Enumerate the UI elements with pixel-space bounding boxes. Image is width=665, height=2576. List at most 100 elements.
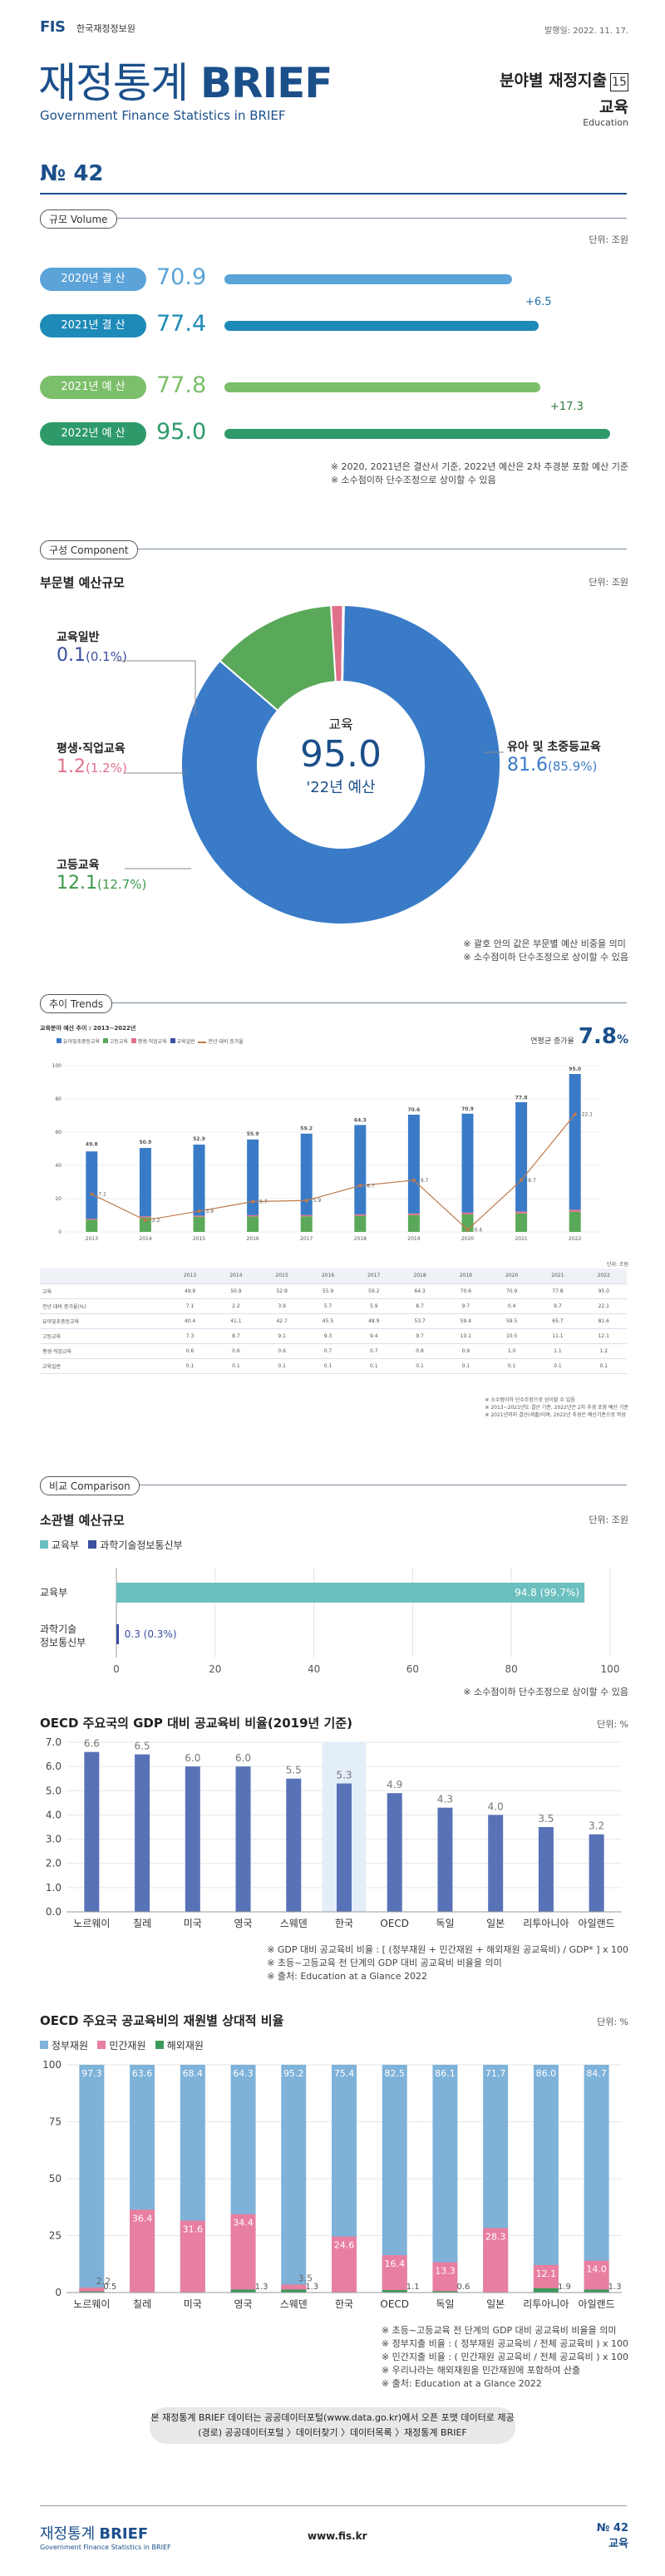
trends-bar-segment [139,1216,151,1218]
table-cell: 0.1 [397,1358,443,1374]
trends-bar-segment [247,1139,259,1215]
trends-growth-label: 9.7 [421,1178,429,1184]
gdp-bar [337,1783,352,1912]
trends-xtick: 2020 [461,1236,474,1242]
src-bar-abroad [382,2289,407,2293]
gdp-bar [286,1778,302,1912]
src-ytick: 75 [49,2116,62,2128]
table-cell: 0.9 [442,1343,489,1359]
src-bar-gov [382,2065,407,2293]
volume-unit: 단위: 조원 [589,234,628,245]
trends-ytick: 0 [58,1229,62,1235]
donut-leaders [116,660,504,869]
gdp-bar [538,1827,554,1912]
trends-bar-segment [300,1216,313,1232]
trends-legend: 유아및초중등교육 고등교육 평생·직업교육 교육일반 전년 대비 증가율 [57,1037,244,1045]
table-cell: 11.1 [534,1328,581,1344]
dept-bar-label: 0.3 (0.3%) [125,1628,177,1640]
dept-note: ※ 소수점이하 단수조정으로 상이할 수 있음 [463,1687,628,1697]
trends-growth-point [197,1209,201,1214]
trends-bar-segment [569,1074,581,1210]
src-bar-abroad [533,2288,559,2293]
volume-value: 70.9 [156,264,207,290]
src-bar-private [483,2228,509,2293]
gdp-xtick: 일본 [486,1918,505,1929]
src-label-abroad: 1.1 [406,2283,420,2292]
table-cell: 59.5 [489,1313,535,1329]
trends-bar-segment [515,1211,528,1214]
publish-date: 발행일: 2022. 11. 17. [544,27,628,36]
gdp-bar-label: 6.5 [135,1741,150,1752]
trends-bar-segment [193,1216,205,1232]
slice-label-higher: 고등교육 12.1(12.7%) [57,859,147,894]
table-header-cell: 2022 [580,1268,627,1284]
table-cell: 42.7 [259,1313,305,1329]
table-header-cell: 2015 [259,1268,305,1284]
table-cell: 40.4 [166,1313,214,1329]
src-label-private: 13.3 [435,2266,456,2277]
org-name: 한국재정정보원 [76,23,135,34]
trends-table-notes: ※ 소수점이하 단수조정으로 상이할 수 있음 ※ 2013~2021년도 결산 … [485,1397,628,1418]
table-cell: 70.9 [489,1283,535,1299]
table-cell: 0.6 [259,1343,305,1359]
volume-year-pill: 2022년 예 산 [40,422,146,446]
trends-total-label: 77.8 [515,1095,528,1101]
src-bar-private [281,2284,307,2293]
trends-table: 2013 2014 2015 2016 2017 2018 2019 2020 2021 2022… [40,1268,627,1374]
trends-ytick: 60 [55,1130,62,1135]
trends-bar-segment [193,1215,205,1217]
table-cell: 77.8 [534,1283,581,1299]
volume-tag: 규모 Volume [40,209,117,229]
volume-notes: ※ 2020, 2021년은 결산서 기준, 2022년 예산은 2차 추경분 … [330,461,628,485]
volume-diff-actual: +6.5 [525,296,552,308]
trends-growth-label: 3.9 [206,1209,214,1214]
src-label-private: 2.2 [96,2276,111,2287]
gdp-notes: ※ GDP 대비 공교육비 비율 : [ (정부재원 + 민간재원 + 해외재원… [267,1944,628,1982]
gdp-xtick: 독일 [436,1918,454,1929]
src-bar-private [382,2255,407,2293]
trends-growth-label: 5.9 [313,1198,322,1204]
footer-url[interactable]: www.fis.kr [308,2530,367,2542]
trends-bar-segment [139,1148,151,1217]
table-cell: 1.1 [534,1343,581,1359]
dept-row-name: 교육부 [40,1587,67,1598]
volume-line [40,218,627,219]
footer-issue: № 42 교육 [596,2522,628,2550]
gdp-bar-label: 5.5 [286,1765,302,1776]
table-cell: 1.0 [489,1343,535,1359]
src-label-gov: 64.3 [233,2068,254,2079]
src-bar-private [79,2287,105,2293]
table-header-cell: 2020 [489,1268,535,1284]
src-xtick: 스웨덴 [280,2298,308,2310]
table-cell: 10.5 [489,1328,535,1344]
gdp-ytick: 4.0 [46,1809,62,1820]
source-legend: 정부재원 민간재원 해외재원 [40,2038,204,2052]
source-chart: 0 25 50 75 100 97.3 2.20.5 노르웨이 63.6 36.4 칠레 68.4 31… [42,2059,622,2310]
gdp-bar-label: 5.3 [336,1770,352,1781]
gdp-bar-label: 3.2 [589,1820,604,1832]
table-row: 고등교육 7.3 8.7 9.1 9.3 9.4 9.7 10.1 10.5 11.1 12.1 [40,1328,627,1344]
dept-chart: 0 20 40 60 80 100 94.8 (99.7%) 교육부 0.3 (0.3%) 과학기… [40,1568,619,1675]
donut-slice [180,604,501,925]
table-cell: 41.1 [213,1313,259,1329]
table-cell: 7.1 [166,1298,214,1314]
gdp-ytick: 1.0 [46,1882,62,1894]
trends-bar-segment [139,1217,151,1232]
component-heading: 부문별 예산규모 [40,575,125,590]
table-row: 교육 49.8 50.9 52.9 55.9 59.2 64.3 70.6 70.9 77.8 95… [40,1283,627,1299]
table-cell: 9.7 [397,1328,443,1344]
gdp-chart-title: OECD 주요국의 GDP 대비 공교육비 비율(2019년 기준) [40,1716,353,1731]
src-xtick: 영국 [234,2298,252,2310]
category-kor: 교육 [599,98,628,116]
gdp-bar-label: 4.9 [387,1779,402,1790]
trends-bar-segment [515,1102,528,1212]
src-bar-gov [79,2065,105,2293]
dept-xtick: 0 [113,1663,120,1675]
src-label-private: 14.0 [586,2264,607,2275]
src-xtick: 미국 [184,2298,202,2310]
src-label-private: 3.5 [298,2273,313,2283]
volume-bar [224,382,540,392]
src-label-gov: 95.2 [283,2068,304,2079]
table-cell: 0.1 [580,1358,627,1374]
table-row: 유아및초중등교육 40.4 41.1 42.7 45.5 48.9 53.7 59.4 59.5… [40,1313,627,1329]
